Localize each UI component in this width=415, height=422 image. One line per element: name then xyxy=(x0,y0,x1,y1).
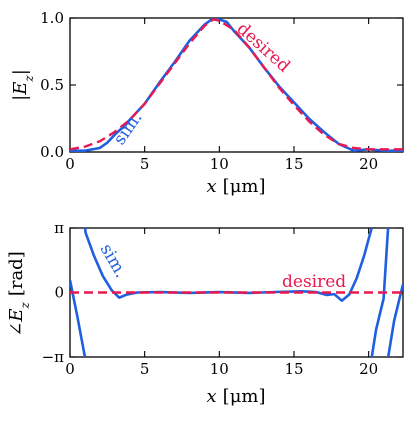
phase-x-tick-label: 20 xyxy=(359,360,378,378)
magnitude-y-axis-label: |Ez| xyxy=(10,69,36,101)
phase-y-tick-label: π xyxy=(54,219,64,237)
phase-x-tick-label: 10 xyxy=(210,360,229,378)
magnitude-x-var: x xyxy=(207,176,217,197)
magnitude-x-tick-label: 15 xyxy=(284,155,303,173)
phase-x-unit: [μm] xyxy=(223,386,266,407)
phase-y-axis-label: ∠Ez[rad] xyxy=(6,251,32,336)
phase-x-var: x xyxy=(207,386,217,407)
magnitude-x-tick-label: 0 xyxy=(65,155,75,173)
magnitude-sim-annotation: sim. xyxy=(110,108,147,149)
phase-ticks: 0 5 10 15 20−π0π xyxy=(42,219,403,378)
magnitude-panel: 0 5 10 15 200.00.51.0 desired sim. |Ez| x [μm… xyxy=(10,9,404,197)
magnitude-x-tick-label: 20 xyxy=(359,155,378,173)
magnitude-x-tick-label: 10 xyxy=(210,155,229,173)
phase-x-tick-label: 5 xyxy=(140,360,150,378)
phase-x-axis-label: x [μm] xyxy=(207,386,266,407)
magnitude-y-tick-label: 0.5 xyxy=(40,76,64,94)
magnitude-y-tick-label: 0.0 xyxy=(40,143,64,161)
phase-x-tick-label: 0 xyxy=(65,360,75,378)
phase-y-tick-label: −π xyxy=(42,348,65,366)
magnitude-x-axis-label: x [μm] xyxy=(207,176,266,197)
phase-y-tick-label: 0 xyxy=(54,284,64,302)
phase-panel: 0 5 10 15 20−π0π desired sim. ∠Ez[rad] x [μm] xyxy=(6,219,404,407)
phase-sim-line xyxy=(70,228,403,357)
magnitude-x-tick-label: 5 xyxy=(140,155,150,173)
magnitude-series xyxy=(70,18,403,152)
phase-series xyxy=(70,228,403,357)
magnitude-ticks: 0 5 10 15 20 0.0 0.5 1.0 xyxy=(40,9,403,173)
magnitude-desired-line xyxy=(70,18,403,151)
phase-x-tick-label: 15 xyxy=(284,360,303,378)
phase-sim-annotation: sim. xyxy=(96,241,131,282)
phase-desired-annotation: desired xyxy=(282,272,346,292)
magnitude-y-tick-label: 1.0 xyxy=(40,9,64,27)
magnitude-x-unit: [μm] xyxy=(223,176,266,197)
